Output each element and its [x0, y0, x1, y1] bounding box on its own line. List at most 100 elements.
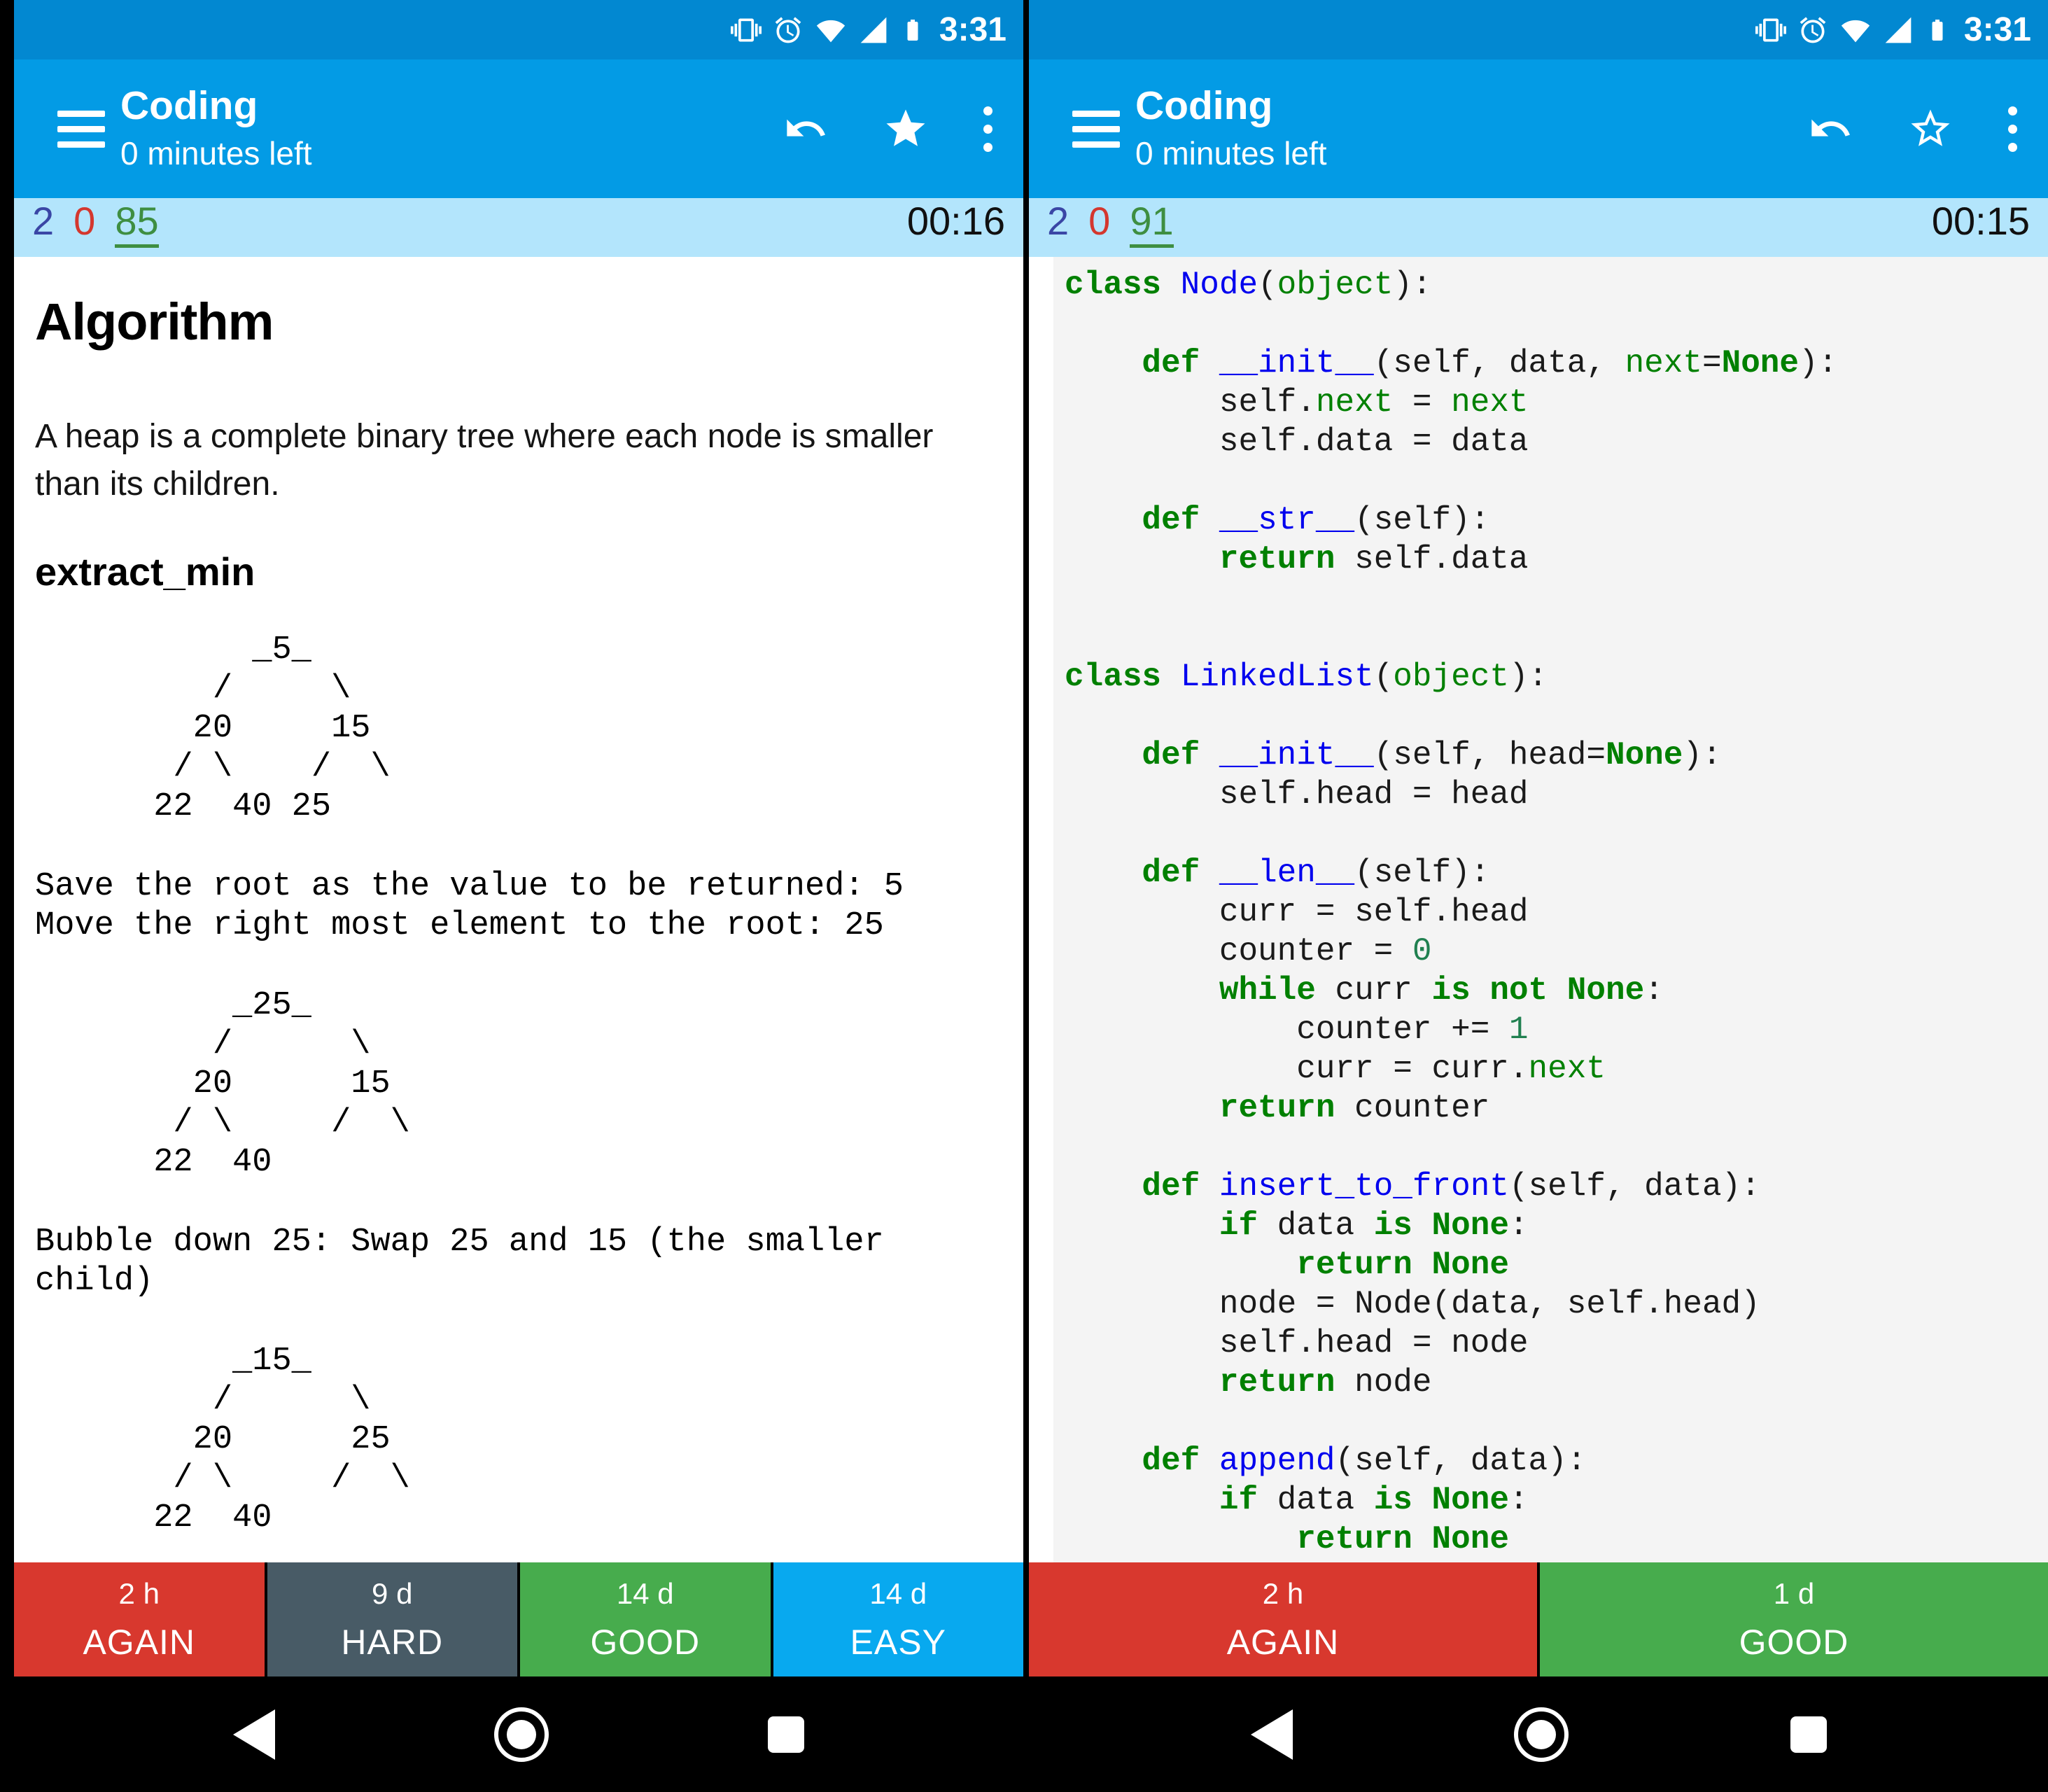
phone-screen-right: 3:31 Coding 0 minutes left 2 0 91 00:15 …	[1029, 0, 2048, 1792]
answer-button-good[interactable]: 1 d GOOD	[1540, 1562, 2048, 1676]
undo-button[interactable]	[783, 106, 828, 151]
answer-interval: 14 d	[869, 1576, 927, 1610]
wifi-icon	[1839, 15, 1872, 46]
status-time: 3:31	[939, 11, 1007, 48]
card-block-tree: _5_ / \ 20 15 / \ / \ 22 40 25	[153, 631, 391, 825]
undo-icon	[787, 119, 825, 136]
menu-button[interactable]	[1072, 110, 1120, 148]
answer-label: EASY	[850, 1622, 946, 1662]
answer-label: GOOD	[1739, 1622, 1849, 1662]
counter-bar: 2 0 91 00:15	[1029, 198, 2048, 257]
code-line: if data is None:	[1219, 1208, 1529, 1244]
signal-icon	[1883, 15, 1914, 46]
code-line: self.data = data	[1065, 424, 1529, 460]
learning-count: 0	[73, 199, 96, 243]
code-line: counter += 1	[1065, 1011, 1529, 1048]
code-line: def __len__(self):	[1142, 855, 1490, 891]
recents-button[interactable]	[1790, 1716, 1827, 1753]
vibrate-icon	[1755, 15, 1786, 46]
overflow-menu-button[interactable]	[2008, 106, 2017, 152]
code-line	[1065, 696, 2048, 736]
code-line: self.next = next	[1065, 384, 1529, 421]
code-line: self.head = head	[1065, 776, 1529, 813]
status-bar: 3:31	[14, 0, 1023, 59]
mark-card-button[interactable]	[883, 106, 929, 152]
deck-subtitle: 0 minutes left	[1135, 134, 1327, 172]
alarm-icon	[1797, 15, 1828, 46]
code-line: while curr is not None:	[1219, 972, 1664, 1009]
navigation-bar	[14, 1676, 1023, 1792]
card-block-p: A heap is a complete binary tree where e…	[35, 418, 934, 503]
code-line: class LinkedList(object):	[1065, 659, 1548, 695]
deck-title: Coding	[1135, 83, 1273, 129]
code-line: curr = self.head	[1065, 894, 1529, 930]
menu-button[interactable]	[57, 110, 105, 148]
card-blocks: Algorithm A heap is a complete binary tre…	[14, 257, 1023, 1538]
code-line: def __init__(self, head=None):	[1142, 737, 1722, 774]
back-button[interactable]	[233, 1709, 275, 1760]
back-button[interactable]	[1250, 1709, 1293, 1760]
review-count: 91	[1130, 198, 1174, 248]
code-line: return None	[1296, 1247, 1509, 1283]
answer-button-easy[interactable]: 14 d EASY	[773, 1562, 1023, 1676]
code-line: node = Node(data, self.head)	[1065, 1286, 1760, 1322]
star-outline-icon	[1911, 109, 1950, 146]
navigation-bar	[1029, 1676, 2048, 1792]
answer-interval: 2 h	[1262, 1576, 1304, 1610]
home-button[interactable]	[494, 1707, 549, 1762]
answer-buttons-bar: 2 h AGAIN 1 d GOOD	[1029, 1562, 2048, 1676]
code-line: counter = 0	[1065, 933, 1432, 969]
code-line: if data is None:	[1219, 1482, 1529, 1518]
app-bar: Coding 0 minutes left	[1029, 59, 2048, 198]
card-block-mono: Bubble down 25: Swap 25 and 15 (the smal…	[35, 1224, 904, 1300]
code-block: class Node(object): def __init__(self, d…	[1053, 257, 2048, 1562]
code-line	[1065, 461, 2048, 500]
battery-icon	[900, 13, 925, 47]
overflow-menu-button[interactable]	[983, 106, 993, 152]
answer-button-hard[interactable]: 9 d HARD	[267, 1562, 517, 1676]
answer-interval: 1 d	[1773, 1576, 1815, 1610]
deck-title: Coding	[120, 83, 258, 129]
home-button[interactable]	[1514, 1707, 1569, 1762]
status-time: 3:31	[1963, 11, 2031, 48]
code-line: def insert_to_front(self, data):	[1142, 1168, 1760, 1205]
vibrate-icon	[730, 15, 762, 46]
answer-buttons-bar: 2 h AGAIN 9 d HARD 14 d GOOD 14 d EASY	[14, 1562, 1023, 1676]
signal-icon	[858, 15, 889, 46]
learning-count: 0	[1088, 199, 1111, 243]
answer-label: GOOD	[590, 1622, 701, 1662]
code-line: def __str__(self):	[1142, 502, 1490, 538]
mark-card-button[interactable]	[1907, 106, 1954, 152]
code-line	[1065, 304, 2048, 344]
code-line: curr = curr.next	[1065, 1051, 1606, 1087]
answer-interval: 14 d	[616, 1576, 674, 1610]
answer-label: HARD	[341, 1622, 444, 1662]
answer-button-good[interactable]: 14 d GOOD	[520, 1562, 771, 1676]
answer-button-again[interactable]: 2 h AGAIN	[14, 1562, 265, 1676]
star-filled-icon	[886, 109, 925, 146]
answer-label: AGAIN	[83, 1622, 196, 1662]
card-block-mono: Save the root as the value to be returne…	[35, 868, 904, 944]
card-block-h2: extract_min	[35, 550, 255, 594]
answer-button-again[interactable]: 2 h AGAIN	[1029, 1562, 1537, 1676]
code-line: return None	[1296, 1521, 1509, 1558]
code-line: return node	[1219, 1364, 1432, 1401]
code-line: return self.data	[1219, 541, 1529, 578]
card-timer: 00:16	[906, 199, 1005, 243]
card-block-tree: _25_ / \ 20 15 / \ / \ 22 40	[153, 987, 410, 1181]
code-line: return counter	[1219, 1090, 1490, 1126]
flashcard-content: Algorithm A heap is a complete binary tre…	[14, 257, 1023, 1562]
recents-button[interactable]	[768, 1716, 804, 1753]
code-line: def __init__(self, data, next=None):	[1142, 345, 1838, 382]
new-count: 2	[1047, 199, 1069, 243]
counter-bar: 2 0 85 00:16	[14, 198, 1023, 257]
card-block-h1: Algorithm	[35, 293, 274, 351]
battery-icon	[1925, 13, 1950, 47]
code-line: def append(self, data):	[1142, 1443, 1587, 1479]
undo-button[interactable]	[1808, 106, 1853, 151]
review-count: 85	[115, 198, 159, 248]
status-bar: 3:31	[1029, 0, 2048, 59]
wifi-icon	[815, 15, 847, 46]
new-count: 2	[32, 199, 55, 243]
code-line	[1065, 1128, 2048, 1167]
